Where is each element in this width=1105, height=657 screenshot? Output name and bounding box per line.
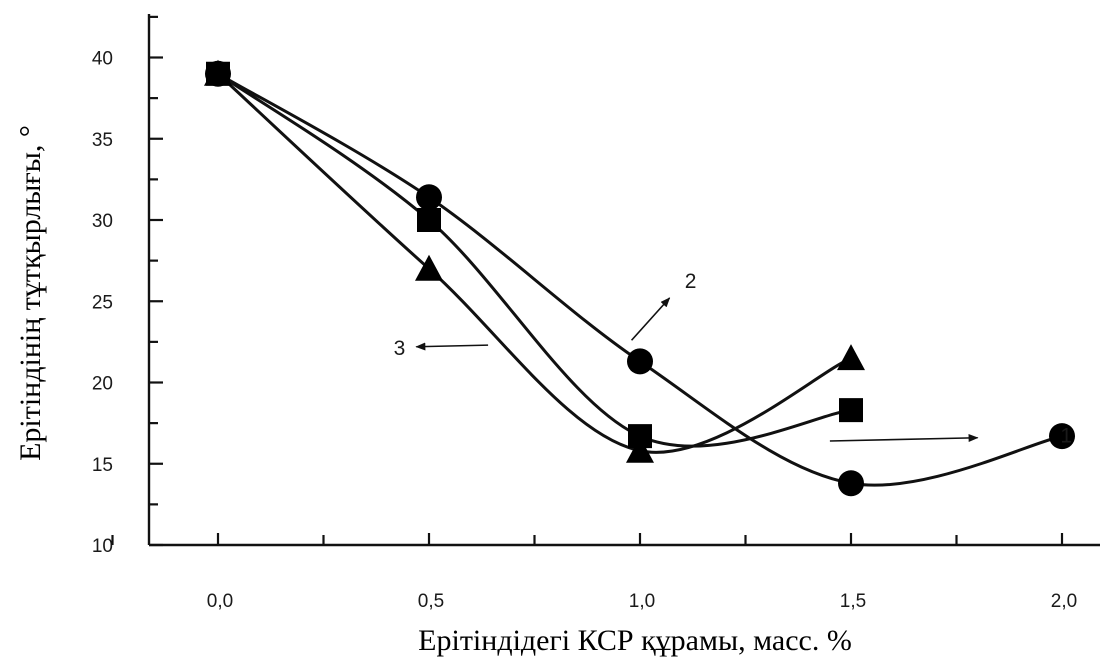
- ticks: 10 15 20 25 30 35 40 0,0 0,5 1,0 1,5 2,0: [92, 15, 1077, 612]
- curves: [216, 72, 1063, 487]
- x-tick-label: 0,5: [418, 591, 444, 612]
- annotation-arrow-2: [630, 297, 671, 341]
- series-1-point: [839, 398, 863, 423]
- series-2-point: [838, 470, 864, 497]
- series-1-line: [217, 72, 852, 448]
- y-tick-label: 40: [92, 49, 113, 70]
- markers: [204, 59, 1075, 497]
- series-2-point: [416, 184, 442, 211]
- y-tick-label: 10: [92, 536, 113, 557]
- y-tick-label: 25: [92, 292, 113, 313]
- annotation-label-3: 3: [394, 337, 406, 360]
- series-3-line: [216, 72, 852, 454]
- axes: [147, 14, 1100, 547]
- series-2-point: [627, 348, 653, 375]
- annotation-label-1: 1: [1060, 425, 1072, 448]
- series-3-point: [837, 344, 865, 371]
- y-tick-label: 30: [92, 211, 113, 232]
- series-2-line: [217, 72, 1063, 487]
- series-1-point: [417, 208, 441, 232]
- y-tick-label: 15: [92, 455, 113, 476]
- annotations: 1 2 3: [394, 270, 1072, 447]
- y-tick-label: 35: [92, 130, 113, 151]
- y-tick-label: 20: [92, 374, 113, 395]
- x-tick-label: 0,0: [207, 591, 233, 612]
- annotation-arrow-3: [415, 342, 489, 351]
- series-2-point: [1049, 423, 1075, 450]
- y-axis-title: Ерітіндінің тұтқырлығы, °: [14, 125, 47, 461]
- series-3-point: [626, 436, 654, 463]
- series-3-point: [204, 59, 232, 86]
- series-3-point: [415, 254, 443, 281]
- annotation-label-2: 2: [685, 270, 697, 293]
- annotation-arrow-1: [829, 433, 979, 442]
- x-tick-label: 2,0: [1051, 591, 1077, 612]
- x-tick-label: 1,0: [629, 591, 655, 612]
- x-tick-label: 1,5: [840, 591, 866, 612]
- x-axis-title: Ерітіндідегі КСР құрамы, масс. %: [418, 624, 852, 657]
